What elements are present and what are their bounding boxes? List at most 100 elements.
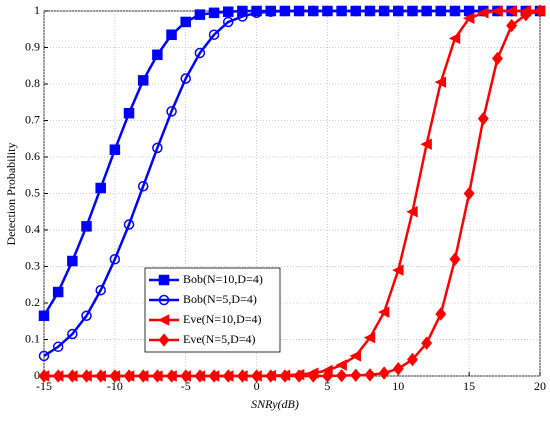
marker [67,255,78,267]
marker [38,369,50,383]
y-tick-label: 0.4 [25,222,40,236]
y-tick-label: 0 [34,368,40,382]
marker [38,310,50,322]
marker [222,16,234,28]
marker [158,333,170,347]
marker [109,144,121,155]
y-tick-label: 0.5 [25,185,40,199]
marker [463,186,475,201]
marker [81,310,92,322]
marker [336,5,347,17]
marker [180,16,191,28]
x-tick-label: -10 [107,379,123,393]
marker [506,18,518,33]
marker [435,307,447,321]
x-tick-label: -5 [181,379,191,393]
marker [123,369,135,383]
marker [38,350,50,362]
series-line [43,9,540,357]
marker [364,5,376,17]
x-tick-label: 20 [534,379,546,393]
y-tick-label: 0.8 [25,76,40,90]
legend-label: Bob(N=5,D=4) [183,292,257,306]
marker [166,369,178,383]
marker [81,369,92,383]
marker [293,369,305,383]
marker [421,336,433,350]
marker [350,368,362,382]
marker [151,369,163,383]
marker [95,284,106,296]
marker [52,286,64,298]
marker [251,7,262,19]
marker [421,5,432,17]
marker [393,5,404,17]
marker [237,11,248,22]
marker [67,328,78,340]
marker [449,252,461,266]
x-tick-label: 5 [324,379,330,393]
marker [293,5,305,17]
y-tick-label: 1 [34,3,40,17]
marker [95,182,106,194]
marker [377,306,390,318]
marker [180,73,191,84]
marker [66,369,78,383]
marker [157,314,170,326]
marker [279,5,291,17]
marker [462,12,475,25]
marker [378,5,390,17]
marker [265,369,277,383]
marker [123,219,135,230]
marker [505,5,517,17]
marker [477,7,489,19]
marker [208,29,220,40]
marker [194,369,206,383]
legend-label: Bob(N=10,D=4) [183,272,263,286]
marker [435,5,447,17]
legend-label: Eve(N=10,D=4) [183,312,262,326]
marker [279,369,291,383]
marker [336,368,348,383]
marker [520,7,532,22]
y-axis-label: Detection Probability [4,143,18,246]
marker [534,4,546,18]
marker [407,5,418,17]
marker [180,369,192,383]
marker [307,369,319,383]
marker [349,350,362,362]
marker [392,362,404,376]
x-tick-label: 15 [463,379,475,393]
legend-label: Eve(N=5,D=4) [183,332,256,346]
marker [222,369,234,383]
marker [208,7,220,19]
marker [477,111,489,126]
marker [350,5,362,17]
marker [95,369,107,383]
marker [420,138,432,150]
marker [137,75,149,86]
marker [152,49,163,61]
marker [335,359,347,371]
marker [492,51,503,66]
x-tick-label: -15 [36,379,52,393]
marker [123,107,135,119]
marker [448,32,461,45]
marker [322,5,333,17]
marker [81,221,92,232]
marker [406,206,418,218]
marker [137,369,149,383]
marker [434,76,447,88]
marker [152,142,163,154]
marker [158,274,170,286]
marker [137,180,149,192]
marker [194,47,206,59]
marker [363,331,376,344]
x-tick-label: 10 [392,379,404,393]
marker [222,6,234,17]
marker [236,369,248,383]
marker [251,369,263,383]
marker [308,5,319,17]
marker [449,5,461,17]
